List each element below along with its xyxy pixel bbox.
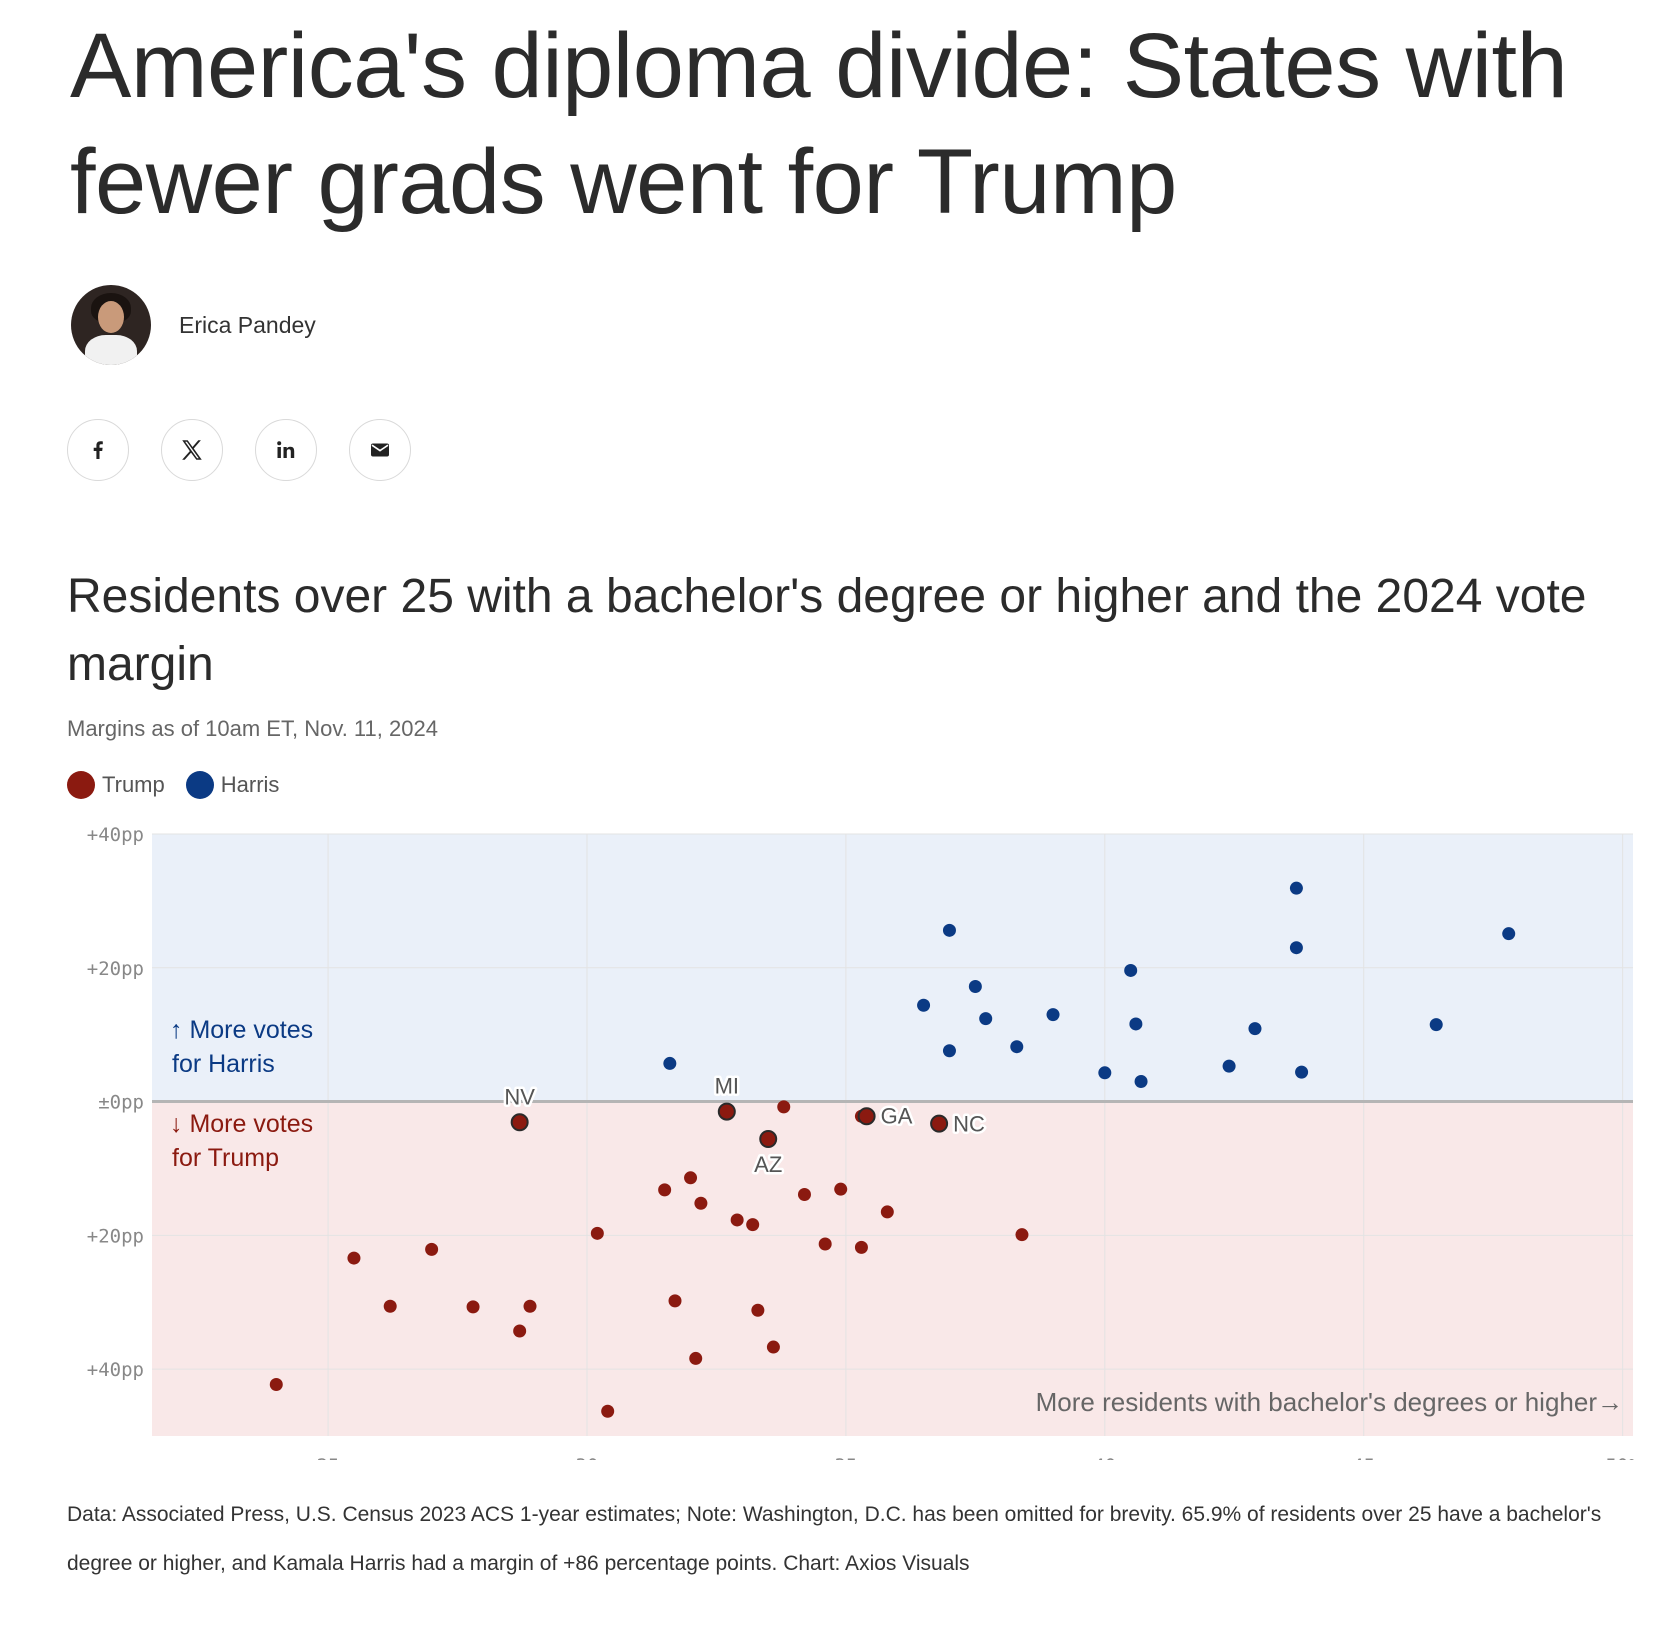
annotation-harris-line2: for Harris <box>172 1050 275 1078</box>
data-point-trump <box>466 1300 480 1314</box>
data-point-harris <box>1222 1059 1236 1073</box>
data-point-trump <box>383 1299 397 1313</box>
author-avatar[interactable] <box>71 285 151 365</box>
data-label-nv: NV <box>504 1084 535 1109</box>
data-point-trump <box>777 1100 791 1114</box>
data-point-trump <box>717 1102 736 1121</box>
data-point-trump <box>730 1213 744 1227</box>
y-tick-label: +40pp <box>87 1359 144 1381</box>
data-point-harris <box>942 1044 956 1058</box>
data-point-trump <box>1015 1228 1029 1242</box>
y-tick-label: +20pp <box>87 1225 144 1247</box>
data-point-harris <box>1124 963 1138 977</box>
data-point-harris <box>1289 881 1303 895</box>
author-byline[interactable]: Erica Pandey <box>71 284 316 366</box>
data-point-harris <box>968 980 982 994</box>
data-point-harris <box>1010 1040 1024 1054</box>
y-tick-label: +20pp <box>87 958 144 980</box>
x-tick-label: 35 <box>834 1455 857 1460</box>
data-point-trump <box>347 1251 361 1265</box>
data-point-harris <box>942 923 956 937</box>
data-point-trump <box>658 1183 672 1197</box>
share-x-button[interactable] <box>161 419 223 481</box>
data-point-trump <box>601 1404 615 1418</box>
legend-label-harris: Harris <box>220 772 280 797</box>
share-linkedin-button[interactable] <box>255 419 317 481</box>
email-icon <box>371 443 389 457</box>
legend-item-harris: Harris <box>185 771 280 799</box>
data-point-harris <box>1129 1017 1143 1031</box>
data-point-trump <box>930 1114 949 1133</box>
legend-label-trump: Trump <box>102 772 165 797</box>
legend-swatch-trump <box>67 771 95 799</box>
data-point-trump <box>857 1107 876 1126</box>
annotation-trump-line2: for Trump <box>172 1144 279 1172</box>
data-point-harris <box>1502 927 1516 941</box>
data-point-trump <box>668 1294 682 1308</box>
data-point-harris <box>1046 1008 1060 1022</box>
data-point-harris <box>1134 1074 1148 1088</box>
x-tick-label: 40 <box>1093 1455 1116 1460</box>
linkedin-icon <box>277 441 295 458</box>
data-label-ga: GA <box>881 1103 913 1128</box>
data-point-harris <box>1429 1018 1443 1032</box>
data-label-nc: NC <box>953 1112 985 1137</box>
x-tick-label: 50% <box>1605 1455 1640 1460</box>
data-point-trump <box>766 1340 780 1354</box>
data-point-trump <box>818 1237 832 1251</box>
data-point-trump <box>684 1171 698 1185</box>
data-point-trump <box>854 1240 868 1254</box>
data-point-trump <box>513 1324 527 1338</box>
chart-subtitle: Margins as of 10am ET, Nov. 11, 2024 <box>67 716 438 741</box>
y-tick-label: +40pp <box>87 824 144 846</box>
data-point-trump <box>759 1130 778 1149</box>
x-axis-annotation: More residents with bachelor's degrees o… <box>1036 1387 1623 1417</box>
data-point-trump <box>523 1299 537 1313</box>
data-point-trump <box>746 1218 760 1232</box>
x-tick-label: 45 <box>1352 1455 1375 1460</box>
annotation-trump-line1: ↓ More votes <box>170 1110 313 1138</box>
share-email-button[interactable] <box>349 419 411 481</box>
data-point-trump <box>510 1113 529 1132</box>
headline: America's diploma divide: States with fe… <box>70 15 1568 233</box>
annotation-harris-line1: ↑ More votes <box>170 1016 313 1044</box>
data-label-mi: MI <box>715 1074 739 1099</box>
data-point-harris <box>663 1056 677 1070</box>
share-facebook-button[interactable] <box>67 419 129 481</box>
x-icon <box>182 440 202 460</box>
legend-item-trump: Trump <box>67 771 165 799</box>
data-point-trump <box>590 1226 604 1240</box>
data-point-harris <box>1295 1065 1309 1079</box>
chart-legend: Trump Harris <box>67 771 300 799</box>
data-point-trump <box>751 1303 765 1317</box>
data-point-trump <box>880 1205 894 1219</box>
chart-title: Residents over 25 with a bachelor's degr… <box>67 570 1587 691</box>
legend-swatch-harris <box>185 771 214 799</box>
data-point-trump <box>269 1377 283 1391</box>
chart-footnote: Data: Associated Press, U.S. Census 2023… <box>67 1503 1602 1575</box>
x-tick-label: 30 <box>576 1455 599 1460</box>
data-point-harris <box>1248 1022 1262 1036</box>
x-tick-label: 25 <box>317 1455 340 1460</box>
y-tick-label: ±0pp <box>98 1092 144 1114</box>
data-point-trump <box>689 1351 703 1365</box>
data-point-trump <box>694 1196 708 1210</box>
data-point-trump <box>797 1188 811 1202</box>
trump-region <box>152 1101 1633 1436</box>
data-point-harris <box>1098 1066 1112 1080</box>
data-point-harris <box>1289 941 1303 955</box>
data-point-harris <box>979 1012 993 1026</box>
author-name[interactable]: Erica Pandey <box>179 311 316 338</box>
data-point-trump <box>425 1242 439 1256</box>
scatter-chart: 25 30 35 40 45 50% +40pp +20pp ±0pp +20pp +40pp ↑ M… <box>87 824 1641 1460</box>
facebook-icon <box>93 441 103 459</box>
data-label-az: AZ <box>754 1152 782 1177</box>
data-point-harris <box>917 998 931 1012</box>
data-point-trump <box>834 1182 848 1196</box>
